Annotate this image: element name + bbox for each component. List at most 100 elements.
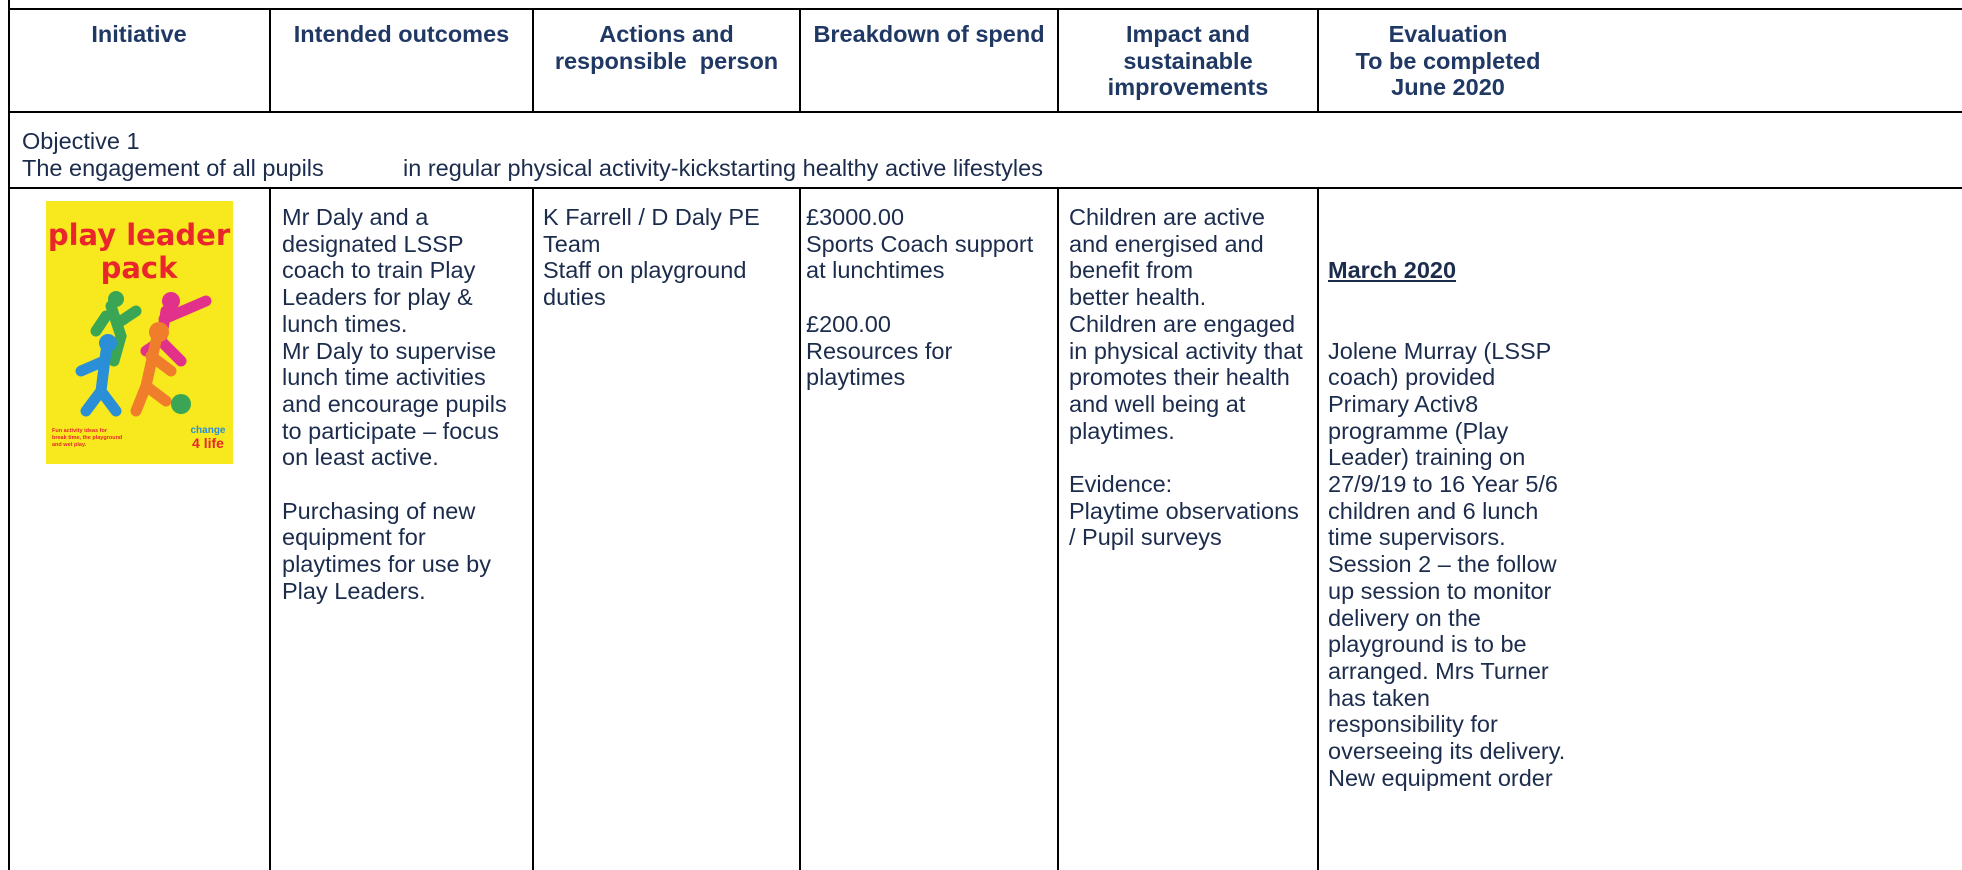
- text-line: programme (Play: [1328, 417, 1509, 444]
- objective-title: Objective 1: [22, 128, 140, 154]
- header-text: Actions and: [599, 21, 734, 47]
- objective-text: The engagement of all pupils: [22, 155, 324, 181]
- text-line: playtimes.: [1069, 417, 1175, 444]
- header-text: Evaluation: [1388, 21, 1508, 47]
- text-line: has taken: [1328, 684, 1430, 711]
- text-line: lunch time activities: [282, 364, 486, 391]
- evaluation-cell: March 2020 Jolene Murray (LSSP coach) pro…: [1328, 204, 1565, 845]
- text-line: Children are active: [1069, 204, 1265, 230]
- text-line: duties: [543, 284, 606, 311]
- header-text: Impact and: [1125, 21, 1251, 47]
- text-line: 27/9/19 to 16 Year 5/6: [1328, 471, 1558, 498]
- paragraph: Children are active and energised and bene…: [1069, 204, 1303, 444]
- border: [269, 8, 271, 112]
- text-line: lunch times.: [282, 310, 408, 337]
- text-line: £200.00: [806, 310, 891, 337]
- text-line: up session to monitor: [1328, 577, 1552, 604]
- poster-caption-line: and wet play.: [52, 442, 87, 448]
- header-cell: Evaluation To be completed June 2020: [1318, 21, 1578, 101]
- text-line: Team: [543, 230, 601, 257]
- border: [1317, 8, 1319, 112]
- poster-title: pack: [101, 251, 179, 285]
- text-line: at lunchtimes: [806, 257, 945, 284]
- poster-caption-line: break time, the playground: [52, 435, 122, 441]
- evaluation-heading: March 2020: [1328, 257, 1457, 284]
- header-text: improvements: [1107, 74, 1269, 101]
- border: [799, 8, 801, 112]
- text-line: to participate – focus: [282, 417, 499, 444]
- border: [799, 187, 801, 870]
- header-text: sustainable: [1123, 47, 1253, 74]
- text-line: on least active.: [282, 444, 439, 471]
- border: [8, 111, 1962, 113]
- header-text: responsible person: [554, 47, 779, 74]
- poster-title: play leader: [48, 218, 231, 252]
- text-line: Sports Coach support: [806, 230, 1034, 257]
- text-line: responsibility for: [1328, 711, 1498, 738]
- text-line: in physical activity that: [1069, 337, 1303, 364]
- text-line: Mr Daly to supervise: [282, 337, 497, 364]
- text-line: designated LSSP: [282, 230, 464, 257]
- poster-caption-line: Fun activity ideas for: [52, 428, 108, 434]
- text-line: Play Leaders.: [282, 577, 426, 604]
- text-line: Playtime observations: [1069, 497, 1299, 524]
- text-line: Primary Activ8: [1328, 390, 1479, 417]
- text-line: time supervisors.: [1328, 524, 1506, 551]
- text-line: K Farrell / D Daly PE: [543, 204, 760, 230]
- objective-text: in regular physical activity-kickstartin…: [403, 155, 1043, 181]
- text-line: playground is to be: [1328, 631, 1527, 658]
- paragraph: Evidence: Playtime observations / Pupil su…: [1069, 471, 1303, 551]
- poster-caption: Fun activity ideas for break time, the p…: [52, 428, 124, 448]
- outcomes-cell: Mr Daly and a designated LSSP coach to tra…: [282, 204, 507, 605]
- border: [532, 8, 534, 112]
- evaluation-text: Jolene Murray (LSSP coach) provided Primar…: [1328, 338, 1565, 792]
- text-line: playtimes for use by: [282, 551, 491, 578]
- text-line: equipment for: [282, 524, 426, 551]
- header-cell: Actions and responsible person: [533, 21, 800, 74]
- text-line: / Pupil surveys: [1069, 524, 1222, 551]
- text-line: Staff on playground: [543, 257, 747, 284]
- header-cell: Intended outcomes: [270, 21, 533, 48]
- text-line: better health.: [1069, 284, 1207, 311]
- text-line: coach to train Play: [282, 257, 476, 284]
- border: [8, 0, 10, 870]
- header-text: To be completed: [1355, 47, 1541, 74]
- header-text: Initiative: [91, 21, 187, 47]
- text-line: children and 6 lunch: [1328, 497, 1539, 524]
- text-line: arranged. Mrs Turner: [1328, 657, 1549, 684]
- text-line: benefit from: [1069, 257, 1194, 284]
- spend-cell: £3000.00 Sports Coach support at lunchtime…: [806, 204, 1033, 391]
- border: [1317, 187, 1319, 870]
- text-line: Mr Daly and a: [282, 204, 429, 230]
- text-line: promotes their health: [1069, 364, 1290, 391]
- text-line: Evidence:: [1069, 471, 1173, 498]
- text-line: New equipment order: [1328, 764, 1553, 791]
- text-line: Resources for: [806, 337, 953, 364]
- header-text: June 2020: [1391, 74, 1505, 101]
- text-line: Children are engaged: [1069, 310, 1296, 337]
- text-line: Jolene Murray (LSSP: [1328, 337, 1552, 364]
- text-line: and well being at: [1069, 390, 1246, 417]
- border: [1057, 187, 1059, 870]
- paragraph: K Farrell / D Daly PE Team Staff on playgr…: [543, 204, 760, 311]
- paragraph: Mr Daly and a designated LSSP coach to tra…: [282, 204, 507, 471]
- text-line: coach) provided: [1328, 364, 1496, 391]
- header-text: Intended outcomes: [293, 21, 510, 47]
- text-line: delivery on the: [1328, 604, 1481, 631]
- poster: play leader pack Fun activity ideas for …: [46, 201, 233, 464]
- header-cell: Breakdown of spend: [800, 21, 1058, 48]
- paragraph: £3000.00 Sports Coach support at lunchtime…: [806, 204, 1033, 284]
- text-line: playtimes: [806, 364, 906, 391]
- header-text: Breakdown of spend: [813, 21, 1045, 47]
- paragraph: £200.00 Resources for playtimes: [806, 311, 1033, 391]
- border: [8, 187, 1962, 189]
- text-line: Purchasing of new: [282, 497, 476, 524]
- border: [532, 187, 534, 870]
- text-line: Leader) training on: [1328, 444, 1526, 471]
- text-line: Leaders for play &: [282, 284, 473, 311]
- text-line: and energised and: [1069, 230, 1264, 257]
- text-line: Session 2 – the follow: [1328, 551, 1557, 578]
- logo: 4 life: [192, 435, 224, 451]
- header-cell: Impact and sustainable improvements: [1058, 21, 1318, 101]
